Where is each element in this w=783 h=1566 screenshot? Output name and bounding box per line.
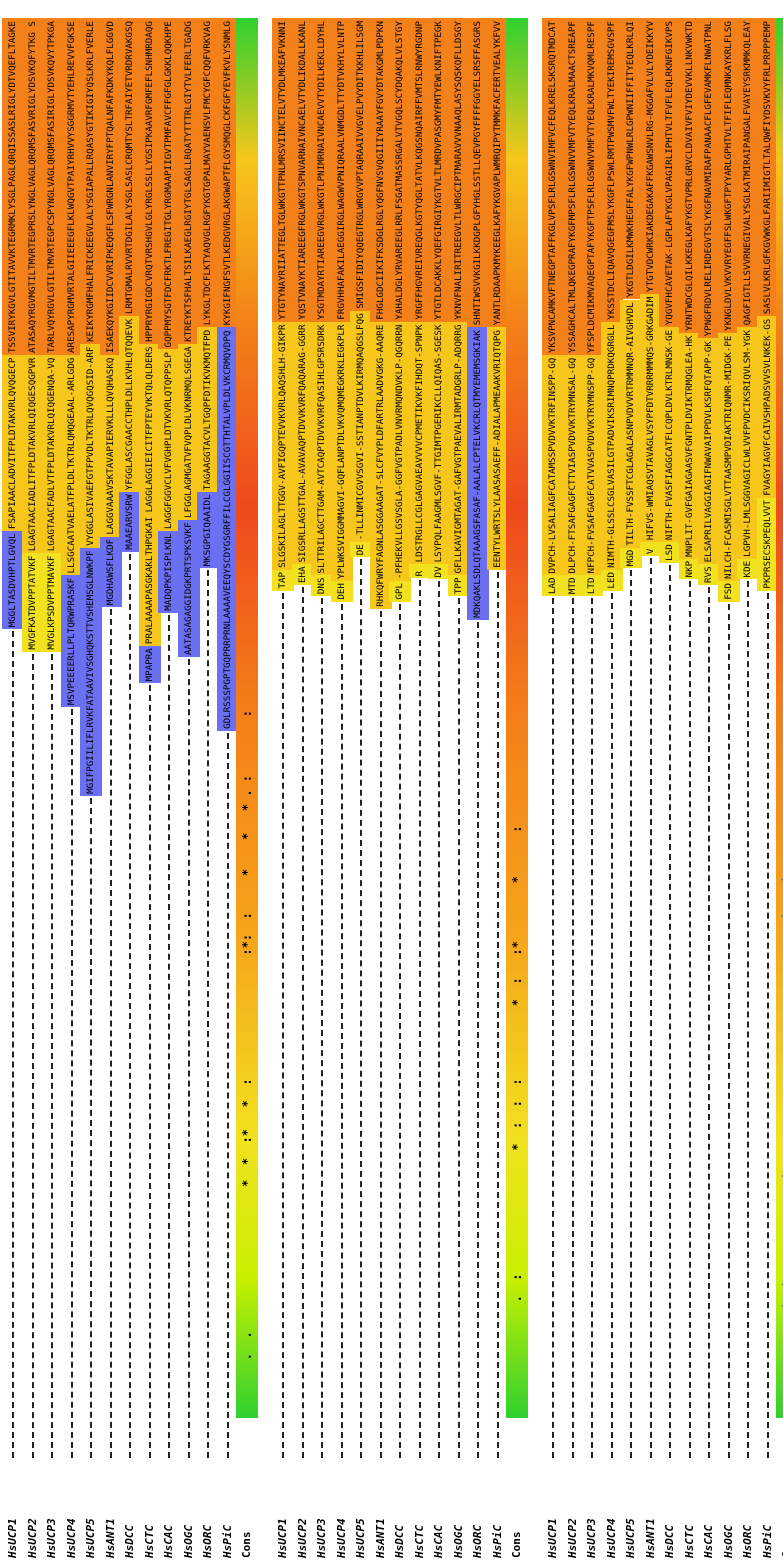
alignment-block: HsUCP1 MGGLTASDVHPTLGVQL FSAPIAACLADVITFPL…	[0, 0, 260, 1566]
gap-dashes	[379, 610, 382, 1458]
gap-dashes	[552, 598, 554, 1458]
consensus-row: Cons . * * : * : : : . * * . :	[774, 0, 783, 1566]
gap-dashes	[688, 581, 691, 1458]
gap-dashes	[207, 570, 209, 1458]
gap-dashes	[630, 570, 632, 1458]
gap-dashes	[129, 553, 131, 1458]
gap-dashes	[571, 598, 574, 1458]
gap-dashes	[148, 685, 151, 1458]
gap-dashes	[109, 609, 112, 1458]
gap-dashes	[747, 581, 749, 1458]
gap-dashes	[477, 621, 479, 1458]
consensus-label: Cons	[780, 1531, 783, 1559]
consensus-row: Cons . : * : : : * : :* * :	[504, 0, 530, 1566]
gap-dashes	[340, 603, 343, 1458]
gap-dashes	[168, 614, 170, 1458]
gap-dashes	[360, 559, 362, 1458]
gap-dashes	[226, 732, 229, 1458]
gap-dashes	[669, 564, 671, 1458]
gap-dashes	[418, 580, 421, 1458]
consensus-symbols: . * * : * : : : . * * . :	[776, 18, 783, 1418]
gap-dashes	[591, 598, 593, 1458]
gap-dashes	[496, 571, 499, 1458]
gap-dashes	[399, 603, 401, 1458]
gap-dashes	[187, 659, 190, 1458]
gap-dashes	[321, 598, 323, 1458]
gap-dashes	[301, 587, 304, 1458]
consensus-symbols: . : * : : : * : :* * :	[510, 825, 524, 1418]
consensus-symbols: . . * * :* * : :*: : * * * . : :	[240, 709, 254, 1418]
consensus-label: Cons	[240, 1531, 253, 1559]
gap-dashes	[708, 587, 710, 1458]
gap-dashes	[90, 797, 92, 1458]
gap-dashes	[12, 631, 14, 1458]
gap-dashes	[282, 592, 284, 1458]
gap-dashes	[649, 558, 652, 1458]
gap-dashes	[438, 581, 440, 1458]
alignment-block: HsUCP1 TAP SLGSKILAGLTTGGV-AVFIGQPTEVVKVRL…	[270, 0, 530, 1566]
alignment-block: HsUCP1 LAD DVPCH-LVSALIAGFCATAMSSPVDVVKTRF…	[540, 0, 783, 1566]
gap-dashes	[31, 653, 34, 1458]
gap-dashes	[766, 592, 769, 1458]
gap-dashes	[457, 598, 460, 1458]
gap-dashes	[727, 603, 730, 1458]
gap-dashes	[51, 653, 53, 1458]
consensus-row: Cons . . * * :* * : :*: : * * * . : :	[234, 0, 260, 1566]
gap-dashes	[70, 709, 73, 1458]
gap-dashes	[610, 592, 613, 1458]
consensus-label: Cons	[510, 1531, 523, 1559]
